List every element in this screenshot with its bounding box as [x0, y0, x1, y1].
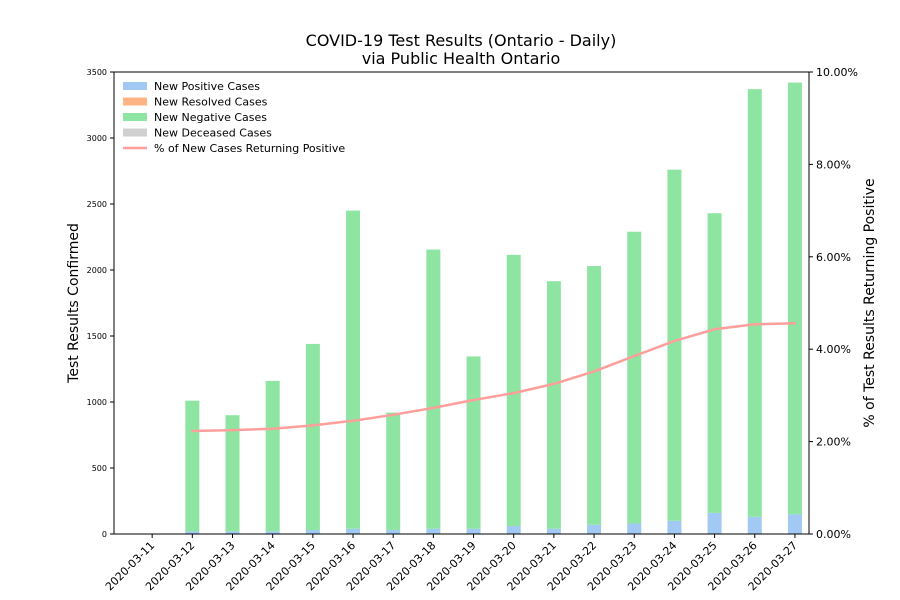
bar-new-positive-cases-2020-03-16 [346, 528, 361, 534]
bar-new-negative-cases-2020-03-15 [305, 343, 320, 531]
chart-title: COVID-19 Test Results (Ontario - Daily) [306, 31, 617, 50]
legend-swatch [123, 113, 147, 121]
y-tick-label: 500 [92, 464, 107, 473]
bar-new-positive-cases-2020-03-23 [627, 523, 642, 534]
y2-axis-label: % of Test Results Returning Positive [862, 178, 878, 427]
bar-new-negative-cases-2020-03-18 [426, 249, 441, 529]
legend: New Positive Cases New Resolved Cases New … [123, 80, 345, 155]
bar-new-negative-cases-2020-03-21 [546, 281, 561, 529]
legend-label: New Deceased Cases [154, 127, 272, 140]
y-axis-label: Test Results Confirmed [66, 223, 82, 384]
legend-label: New Positive Cases [154, 80, 260, 93]
bar-new-positive-cases-2020-03-14 [265, 531, 280, 534]
y-tick-label: 0 [102, 530, 107, 539]
y-tick-label: 1000 [87, 398, 107, 407]
y2-tick-label: 10.00% [816, 66, 858, 79]
bar-new-positive-cases-2020-03-20 [506, 526, 521, 534]
bar-new-negative-cases-2020-03-12 [185, 400, 200, 532]
bar-new-positive-cases-2020-03-25 [707, 512, 722, 534]
bar-new-positive-cases-2020-03-24 [667, 520, 682, 534]
bar-new-negative-cases-2020-03-20 [506, 254, 521, 527]
bar-new-negative-cases-2020-03-26 [747, 89, 762, 517]
y2-tick-label: 0.00% [816, 528, 851, 541]
legend-swatch [123, 97, 147, 106]
y-tick-label: 2000 [87, 266, 107, 275]
line-layer [191, 322, 797, 433]
bar-new-negative-cases-2020-03-17 [386, 412, 401, 531]
bar-new-positive-cases-2020-03-21 [546, 528, 561, 534]
y2-tick-label: 4.00% [816, 343, 851, 356]
y-tick-label: 3500 [87, 68, 107, 77]
bar-new-negative-cases-2020-03-19 [466, 356, 481, 529]
legend-label: New Resolved Cases [154, 96, 268, 109]
bar-new-positive-cases-2020-03-18 [426, 528, 441, 534]
bar-new-positive-cases-2020-03-15 [305, 530, 320, 534]
y2-tick-label: 8.00% [816, 158, 851, 171]
x-axis: 2020-03-112020-03-122020-03-132020-03-14… [103, 534, 800, 593]
legend-label: % of New Cases Returning Positive [154, 142, 345, 155]
legend-swatch [123, 128, 147, 137]
y-tick-label: 1500 [87, 332, 107, 341]
bar-new-positive-cases-2020-03-19 [466, 528, 481, 534]
y-tick-label: 3000 [87, 134, 107, 143]
line-percent-positive [191, 322, 797, 433]
legend-label: New Negative Cases [154, 111, 267, 124]
bar-new-positive-cases-2020-03-27 [787, 514, 802, 534]
chart-subtitle: via Public Health Ontario [362, 49, 561, 68]
y2-tick-label: 6.00% [816, 251, 851, 264]
bar-new-negative-cases-2020-03-25 [707, 213, 722, 513]
bar-new-negative-cases-2020-03-23 [627, 231, 642, 524]
bars-layer [185, 82, 802, 534]
y2-axis: 0.00% 2.00% 4.00% 6.00% 8.00% 10.00% [809, 66, 858, 541]
bar-new-negative-cases-2020-03-24 [667, 169, 682, 521]
bar-new-negative-cases-2020-03-14 [265, 380, 280, 532]
bar-new-negative-cases-2020-03-13 [225, 415, 240, 532]
bar-new-positive-cases-2020-03-12 [185, 531, 200, 534]
plot-frame [113, 71, 810, 535]
bar-new-positive-cases-2020-03-13 [225, 531, 240, 534]
bar-new-positive-cases-2020-03-17 [386, 530, 401, 534]
bar-new-negative-cases-2020-03-16 [346, 210, 361, 529]
y-axis: 0 500 1000 1500 2000 2500 3000 3500 [87, 68, 114, 539]
y2-tick-label: 2.00% [816, 436, 851, 449]
bar-new-negative-cases-2020-03-27 [787, 82, 802, 515]
bar-new-positive-cases-2020-03-26 [747, 516, 762, 534]
legend-swatch [123, 82, 147, 90]
y-tick-label: 2500 [87, 200, 107, 209]
bar-new-positive-cases-2020-03-22 [587, 524, 602, 534]
bar-new-negative-cases-2020-03-22 [587, 266, 602, 525]
